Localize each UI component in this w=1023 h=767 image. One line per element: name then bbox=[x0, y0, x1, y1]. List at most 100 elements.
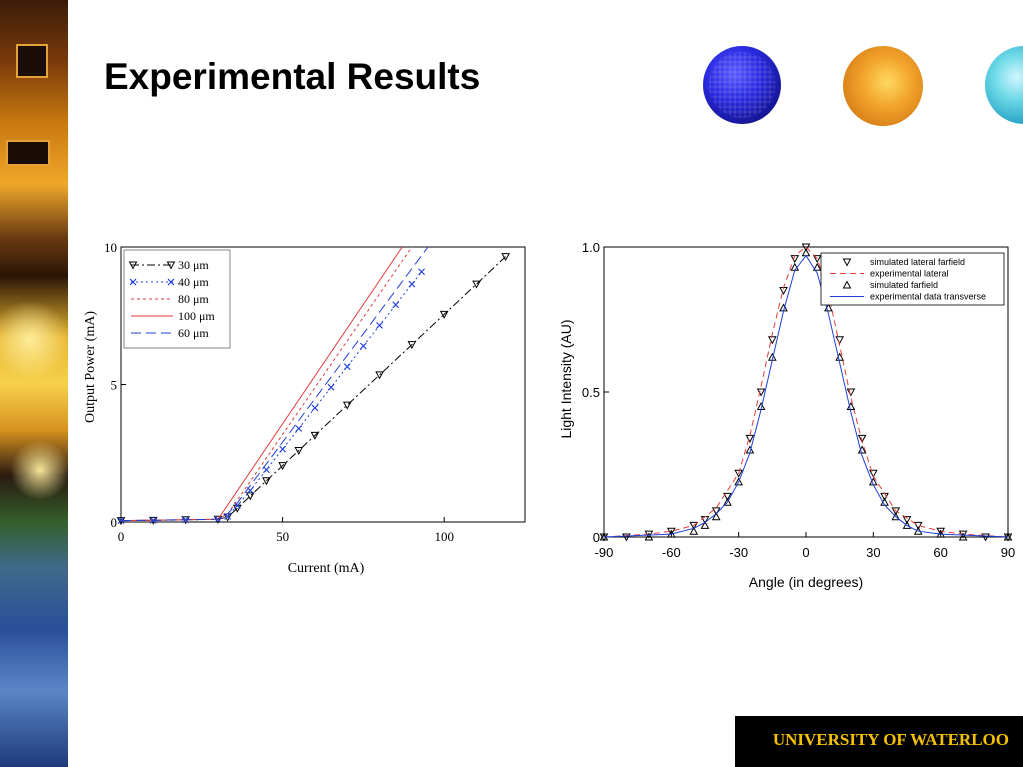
x-marker bbox=[392, 301, 400, 309]
triangle-down-marker bbox=[294, 447, 304, 456]
x-tick-label: -30 bbox=[729, 545, 748, 560]
y-tick-label: 5 bbox=[111, 378, 118, 393]
legend-box bbox=[123, 249, 231, 349]
triangle-up-marker bbox=[902, 520, 912, 529]
y-tick-label: 0 bbox=[111, 515, 118, 530]
x-marker bbox=[311, 404, 319, 412]
triangle-down-marker bbox=[375, 371, 384, 380]
x-marker bbox=[359, 342, 367, 350]
triangle-up-marker bbox=[958, 532, 968, 541]
triangle-down-marker bbox=[310, 431, 320, 440]
x-axis-title: Current (mA) bbox=[288, 561, 365, 576]
y-axis-title: Output Power (mA) bbox=[83, 311, 98, 423]
x-tick-label: 50 bbox=[276, 529, 289, 544]
triangle-up-marker bbox=[700, 520, 710, 529]
triangle-down-marker bbox=[501, 253, 510, 262]
triangle-up-marker bbox=[644, 532, 654, 541]
x-marker bbox=[327, 383, 335, 391]
series-line bbox=[603, 246, 1009, 538]
series-60-m bbox=[120, 246, 429, 522]
triangle-down-marker bbox=[835, 336, 845, 345]
legend-label: 30 μm bbox=[178, 258, 209, 272]
triangle-up-marker bbox=[734, 477, 744, 486]
x-marker bbox=[295, 425, 303, 432]
light-flare-image bbox=[10, 440, 68, 500]
x-axis-title: Angle (in degrees) bbox=[749, 574, 863, 590]
triangle-down-marker bbox=[891, 507, 901, 516]
triangle-up-marker bbox=[723, 497, 732, 506]
series-line bbox=[603, 254, 1009, 538]
circuit-chip-image bbox=[6, 140, 50, 166]
legend: 30 μm 40 μm 80 μm 100 μm 60 μm bbox=[123, 249, 231, 349]
triangle-down-marker bbox=[846, 388, 856, 397]
x-marker bbox=[343, 363, 351, 371]
triangle-down-marker bbox=[801, 243, 811, 252]
footer-bar: UNIVERSITY OF WATERLOO bbox=[735, 716, 1023, 767]
triangle-down-marker bbox=[723, 492, 732, 501]
legend-label: 40 μm bbox=[178, 275, 209, 289]
x-tick-label: 60 bbox=[933, 545, 947, 560]
x-marker bbox=[279, 445, 287, 453]
x-tick-label: 90 bbox=[1001, 545, 1015, 560]
orange-orb-image bbox=[843, 46, 923, 126]
legend: simulated lateral farfield experimental l… bbox=[820, 252, 1005, 306]
triangle-up-marker bbox=[812, 262, 822, 271]
y-axis-title: Light Intensity (AU) bbox=[558, 319, 574, 438]
triangle-down-marker bbox=[767, 336, 777, 345]
x-marker bbox=[117, 517, 125, 525]
series-experimental-lateral bbox=[603, 246, 1009, 538]
x-tick-label: 30 bbox=[866, 545, 880, 560]
triangle-up-marker bbox=[689, 526, 699, 535]
triangle-down-marker bbox=[812, 255, 822, 264]
triangle-up-marker bbox=[711, 512, 721, 521]
x-marker bbox=[376, 321, 383, 329]
legend-label: 100 μm bbox=[178, 309, 215, 323]
circuit-chip-image bbox=[16, 44, 48, 78]
triangle-down-marker bbox=[439, 310, 449, 319]
triangle-down-marker bbox=[166, 261, 176, 270]
triangle-down-marker bbox=[245, 492, 255, 501]
triangle-down-marker bbox=[981, 533, 990, 542]
series-line bbox=[120, 246, 429, 522]
legend-label: experimental lateral bbox=[870, 269, 949, 279]
light-flare-image bbox=[0, 300, 68, 380]
x-marker bbox=[167, 278, 175, 286]
legend-label: simulated lateral farfield bbox=[870, 257, 965, 267]
legend-label: 60 μm bbox=[178, 326, 209, 340]
light-intensity-chart: -90 -60 -30 0 30 60 90 0 0.5 1.0 Angle (in degree… bbox=[558, 240, 1015, 590]
triangle-up-marker bbox=[891, 512, 901, 521]
x-marker bbox=[408, 280, 416, 288]
triangle-up-marker bbox=[842, 280, 852, 289]
triangle-down-marker bbox=[711, 507, 721, 516]
legend-label: 80 μm bbox=[178, 292, 209, 306]
triangle-down-marker bbox=[902, 516, 912, 525]
x-marker bbox=[263, 466, 270, 474]
triangle-down-marker bbox=[734, 469, 744, 478]
series-experimental-data-transverse bbox=[603, 254, 1009, 538]
slide-title: Experimental Results bbox=[104, 56, 481, 97]
triangle-down-marker bbox=[689, 521, 699, 530]
triangle-down-marker bbox=[857, 434, 867, 443]
legend-label: experimental data transverse bbox=[870, 292, 986, 302]
triangle-down-marker bbox=[278, 462, 287, 471]
x-tick-label: 100 bbox=[434, 529, 454, 544]
legend-label: simulated farfield bbox=[870, 280, 938, 290]
y-tick-label: 1.0 bbox=[582, 240, 600, 255]
decorative-side-strip bbox=[0, 0, 68, 767]
triangle-down-marker bbox=[262, 477, 271, 486]
x-marker bbox=[418, 268, 426, 276]
x-tick-label: -90 bbox=[595, 545, 614, 560]
triangle-down-marker bbox=[342, 401, 352, 410]
triangle-down-marker bbox=[622, 533, 631, 542]
triangle-down-marker bbox=[128, 261, 138, 270]
triangle-down-marker bbox=[407, 341, 417, 350]
triangle-down-marker bbox=[842, 258, 852, 267]
blue-wafer-orb-image bbox=[703, 46, 781, 124]
x-marker bbox=[129, 278, 137, 286]
y-tick-label: 10 bbox=[104, 240, 117, 255]
footer-university-name: UNIVERSITY OF WATERLOO bbox=[772, 730, 1009, 749]
x-tick-label: 0 bbox=[118, 529, 125, 544]
triangle-down-marker bbox=[472, 280, 481, 289]
y-tick-label: 0.5 bbox=[582, 385, 600, 400]
